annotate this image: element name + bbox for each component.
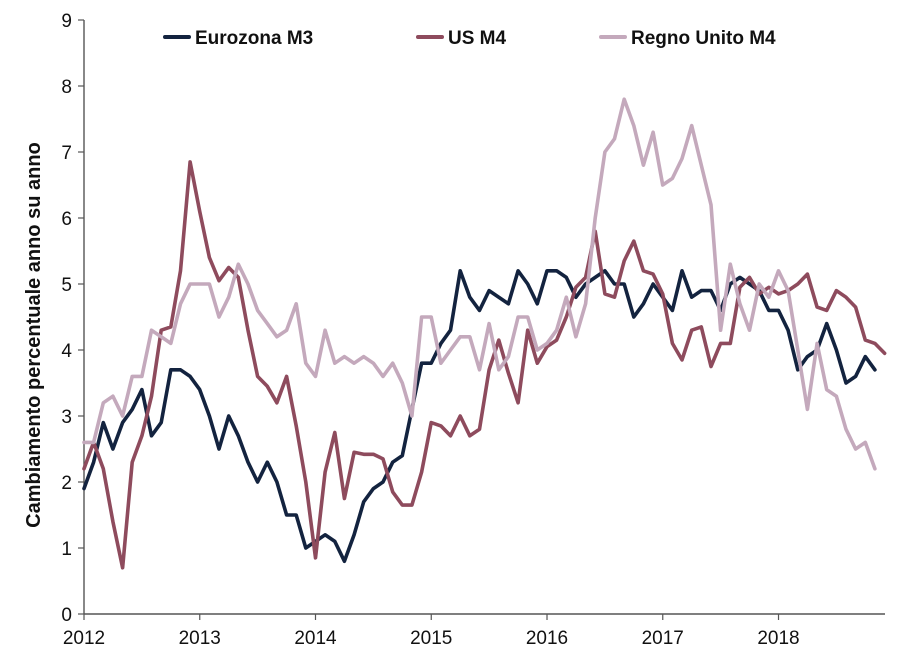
y-axis-ticks: 0 1 2 3 4 5 6 7 8 9 (61, 11, 84, 626)
y-tick-label: 5 (61, 275, 72, 296)
series-lines (82, 97, 887, 570)
y-tick-label: 3 (61, 407, 72, 428)
series-line-us-m4 (82, 160, 887, 570)
x-tick-label: 2018 (757, 628, 799, 649)
axes (83, 20, 885, 615)
y-tick-label: 6 (61, 209, 72, 230)
y-tick-label: 2 (61, 473, 72, 494)
x-tick-label: 2012 (63, 628, 105, 649)
series-line-eurozona-m3 (82, 268, 877, 564)
y-tick-label: 1 (61, 539, 72, 560)
x-axis-ticks: 2012 2013 2014 2015 2016 2017 2018 (63, 614, 800, 649)
x-tick-label: 2016 (526, 628, 568, 649)
y-tick-label: 7 (61, 143, 72, 164)
x-tick-label: 2014 (294, 628, 337, 649)
legend-label: Eurozona M3 (195, 28, 313, 49)
series-line-regno-unito-m4 (82, 97, 877, 471)
x-tick-label: 2013 (179, 628, 221, 649)
x-tick-label: 2015 (410, 628, 452, 649)
y-tick-label: 4 (61, 341, 72, 362)
x-tick-label: 2017 (642, 628, 684, 649)
legend: Eurozona M3 US M4 Regno Unito M4 (163, 28, 776, 49)
y-tick-label: 9 (61, 11, 72, 32)
legend-label: Regno Unito M4 (631, 28, 776, 49)
y-tick-label: 8 (61, 77, 72, 98)
legend-label: US M4 (448, 28, 507, 49)
y-tick-label: 0 (61, 605, 72, 626)
y-axis-title: Cambiamento percentuale anno su anno (23, 142, 45, 528)
